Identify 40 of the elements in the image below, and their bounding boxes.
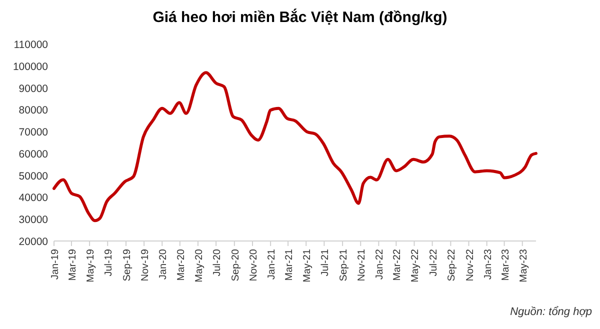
x-tick-label: Sep-20	[230, 248, 242, 282]
x-tick-label: Mar-19	[67, 248, 78, 281]
x-tick-label: May-22	[410, 248, 422, 282]
y-tick-label: 100000	[12, 60, 48, 73]
x-tick-label: Jan-21	[266, 248, 278, 280]
y-tick-label: 60000	[18, 148, 48, 160]
x-tick-label: Nov-22	[464, 248, 476, 282]
x-tick-label: Mar-22	[392, 248, 404, 281]
y-tick-label: 80000	[18, 104, 48, 117]
y-tick-label: 110000	[14, 39, 48, 51]
x-tick-label: Mar-23	[500, 248, 512, 281]
x-tick-label: May-20	[194, 248, 205, 282]
x-tick-label: Sep-19	[122, 248, 133, 282]
y-tick-label: 70000	[18, 126, 48, 139]
y-tick-label: 20000	[18, 236, 48, 248]
chart-title: Giá heo hơi miền Bắc Việt Nam (đồng/kg)	[152, 8, 448, 26]
x-tick-label: Nov-21	[356, 248, 368, 282]
x-tick-label: Mar-20	[176, 248, 187, 281]
y-tick-label: 90000	[18, 82, 48, 95]
x-tick-label: Jan-19	[50, 248, 61, 280]
x-tick-label: Jan-22	[374, 248, 386, 280]
x-tick-label: Jul-19	[104, 248, 115, 276]
y-tick-label: 40000	[18, 192, 48, 204]
x-tick-label: Nov-19	[140, 248, 152, 282]
x-tick-label: May-23	[518, 248, 530, 282]
x-tick-label: Nov-20	[248, 248, 260, 282]
x-tick-label: Sep-21	[338, 248, 350, 282]
x-tick-label: Mar-21	[284, 248, 296, 281]
y-tick-label: 30000	[18, 214, 48, 226]
x-tick-label: May-19	[86, 248, 97, 282]
x-tick-label: Sep-22	[446, 248, 458, 282]
x-tick-label: Jul-22	[428, 248, 440, 276]
x-tick-label: Jan-23	[482, 248, 494, 280]
x-tick-label: Jul-20	[212, 248, 224, 276]
text: Nguồn: tổng hợp	[510, 306, 592, 318]
x-tick-label: May-21	[302, 248, 314, 282]
x-tick-label: Jul-21	[320, 248, 332, 276]
y-tick-label: 50000	[18, 170, 48, 182]
line-series	[52, 71, 538, 222]
x-tick-label: Jan-20	[158, 248, 170, 280]
